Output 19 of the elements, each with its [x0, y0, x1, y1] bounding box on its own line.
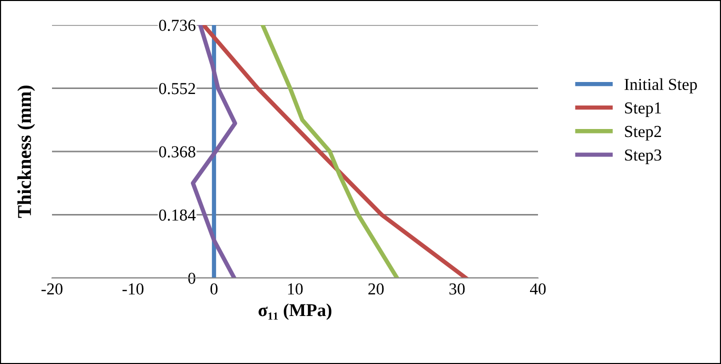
line-series	[260, 25, 400, 278]
x-tick-label: 40	[530, 283, 546, 295]
x-tick-label: 30	[449, 283, 465, 295]
x-tick-label: 10	[288, 283, 303, 295]
legend-label: Step1	[625, 102, 661, 117]
x-tick-label: 20	[368, 283, 384, 295]
x-tick-label: -10	[122, 283, 144, 295]
legend-label: Initial Step	[624, 78, 697, 94]
y-tick-label: 0.184	[159, 209, 196, 221]
line-series	[201, 25, 468, 278]
x-axis-title: σ₁₁ (MPa)	[258, 304, 332, 320]
legend-label: Step3	[625, 149, 662, 164]
x-tick-label: 0	[210, 283, 218, 295]
y-tick-label: 0.552	[159, 82, 196, 94]
y-tick-label: 0.736	[159, 20, 196, 32]
x-tick-label: -20	[42, 283, 62, 295]
legend-label: Step2	[625, 126, 662, 141]
y-axis-title: Thickness (mm)	[17, 86, 35, 218]
y-tick-label: 0.368	[159, 146, 196, 158]
